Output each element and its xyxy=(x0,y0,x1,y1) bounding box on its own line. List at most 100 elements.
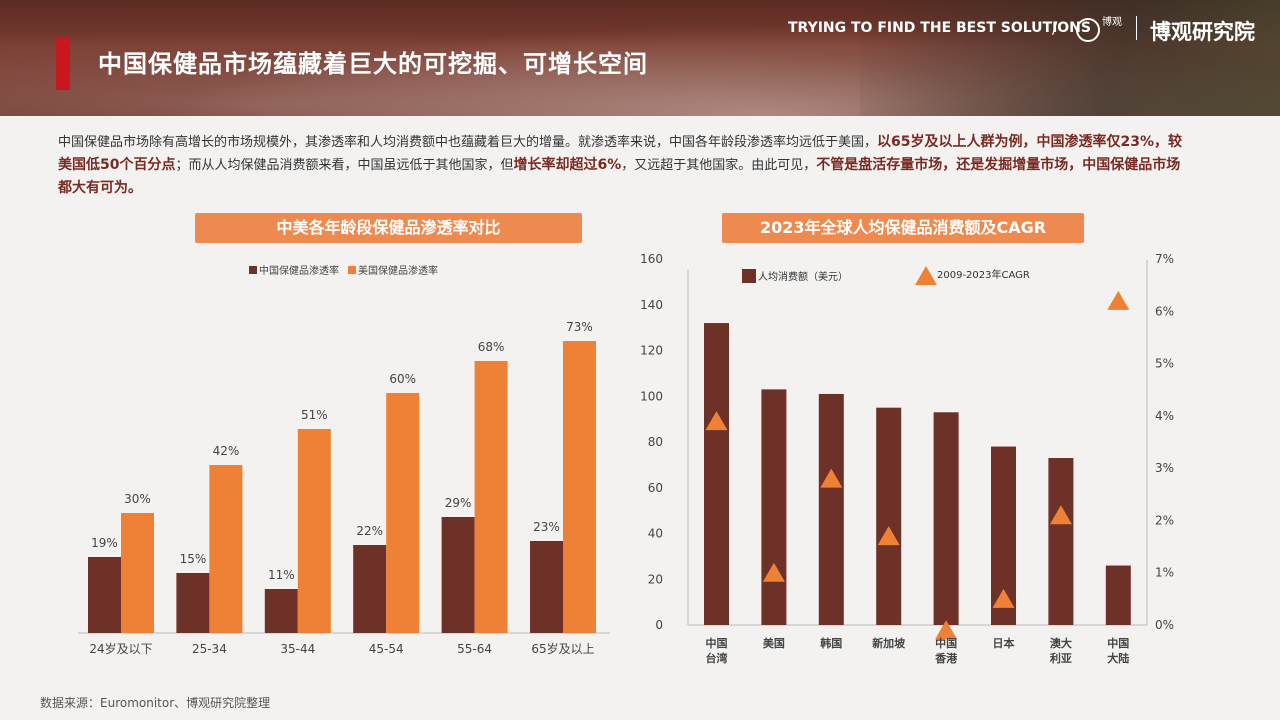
data-label: 15% xyxy=(180,552,207,566)
penetration-chart: 中国保健品渗透率 美国保健品渗透率 19% 30% 24岁及以下 15% 42% 25-34 1… xyxy=(78,264,610,656)
data-label: 23% xyxy=(533,520,560,534)
legend-swatch xyxy=(249,266,257,274)
x-tick-label: 65岁及以上 xyxy=(531,641,594,656)
intro-bold-2: 增长率却超过6% xyxy=(513,157,622,173)
cagr-marker xyxy=(1107,290,1130,310)
data-label: 60% xyxy=(389,372,416,386)
title-accent-bar xyxy=(56,38,70,90)
y-right-tick-label: 4% xyxy=(1155,409,1174,423)
bar xyxy=(297,429,331,633)
cagr-marker xyxy=(877,526,900,546)
x-tick-label: 中国 xyxy=(1107,636,1129,650)
y-left-tick-label: 40 xyxy=(648,527,663,541)
bar xyxy=(933,412,959,625)
logo-icon xyxy=(1076,18,1100,42)
y-right-tick-label: 1% xyxy=(1155,566,1174,580)
legend-label: 2009-2023年CAGR xyxy=(937,268,1030,281)
bar xyxy=(209,465,243,633)
legend-label: 人均消费额（美元） xyxy=(758,270,848,283)
data-label: 29% xyxy=(445,496,472,510)
y-left-tick-label: 60 xyxy=(648,481,663,495)
cagr-marker xyxy=(762,562,785,582)
cagr-marker xyxy=(1049,505,1072,525)
legend-swatch xyxy=(348,266,356,274)
x-tick-label: 35-44 xyxy=(280,642,315,656)
bar xyxy=(88,557,121,633)
bar xyxy=(176,573,210,633)
y-left-tick-label: 80 xyxy=(648,435,663,449)
y-right-tick-label: 2% xyxy=(1155,513,1174,527)
bar xyxy=(761,389,787,625)
y-left-tick-label: 120 xyxy=(640,344,663,358)
bar xyxy=(264,589,298,633)
intro-bold-1: 以65岁及以上人群为例，中国渗透率仅23%，较美国低50个百分点 xyxy=(58,134,1183,173)
x-tick-label: 大陆 xyxy=(1107,651,1129,665)
y-left-tick-label: 100 xyxy=(640,389,663,403)
tagline: TRYING TO FIND THE BEST SOLUTIONS xyxy=(788,20,1091,36)
legend-triangle xyxy=(915,266,937,285)
y-right-tick-label: 7% xyxy=(1155,252,1174,266)
brand-name: 博观研究院 xyxy=(1150,19,1255,44)
legend-swatch xyxy=(742,269,756,283)
logo-mark: 博观 xyxy=(1102,17,1122,28)
bar xyxy=(474,361,508,633)
y-left-tick-label: 20 xyxy=(648,572,663,586)
y-right-tick-label: 5% xyxy=(1155,357,1174,371)
cagr-marker xyxy=(992,588,1015,608)
x-tick-label: 台湾 xyxy=(706,651,728,665)
logo-divider xyxy=(1136,16,1137,40)
x-tick-label: 美国 xyxy=(763,636,785,650)
bar xyxy=(386,393,420,633)
x-tick-label: 55-64 xyxy=(457,642,492,656)
cagr-marker xyxy=(935,620,958,640)
x-tick-label: 韩国 xyxy=(820,636,842,650)
page-title: 中国保健品市场蕴藏着巨大的可挖掘、可增长空间 xyxy=(98,50,648,78)
y-right-tick-label: 0% xyxy=(1155,618,1174,632)
bar xyxy=(441,517,475,633)
data-label: 11% xyxy=(268,568,295,582)
intro-paragraph: 中国保健品市场除有高增长的市场规模外，其渗透率和人均消费额中也蕴藏着巨大的增量。… xyxy=(58,131,1188,200)
bar xyxy=(876,407,902,625)
x-tick-label: 日本 xyxy=(993,636,1015,650)
y-left-tick-label: 140 xyxy=(640,298,663,312)
tagline-separator: / xyxy=(1052,18,1058,37)
intro-text-3: ，又远超于其他国家。由此可见， xyxy=(621,158,817,173)
bar xyxy=(1048,458,1074,625)
source-note: 数据来源：Euromonitor、博观研究院整理 xyxy=(40,696,271,710)
header-banner xyxy=(0,0,1280,116)
bar xyxy=(563,341,596,633)
x-tick-label: 利亚 xyxy=(1050,651,1072,665)
y-right-tick-label: 3% xyxy=(1155,461,1174,475)
right-chart-title: 2023年全球人均保健品消费额及CAGR xyxy=(722,213,1084,243)
cagr-marker xyxy=(705,411,728,431)
x-tick-label: 中国 xyxy=(706,636,728,650)
banner-mountain xyxy=(860,0,1280,116)
intro-text-2: ；而从人均保健品消费额来看，中国虽远低于其他国家，但 xyxy=(175,158,514,173)
data-label: 30% xyxy=(124,492,151,506)
x-tick-label: 澳大 xyxy=(1050,636,1072,650)
data-label: 73% xyxy=(566,320,593,334)
left-chart-title: 中美各年龄段保健品渗透率对比 xyxy=(195,213,582,243)
bar xyxy=(818,393,844,625)
y-right-tick-label: 6% xyxy=(1155,304,1174,318)
legend-label: 美国保健品渗透率 xyxy=(358,264,438,277)
x-tick-label: 中国 xyxy=(935,636,957,650)
x-tick-label: 24岁及以下 xyxy=(89,641,152,656)
data-label: 19% xyxy=(91,536,118,550)
x-tick-label: 25-34 xyxy=(192,642,227,656)
bar xyxy=(353,545,387,633)
cagr-marker xyxy=(820,468,843,488)
bar xyxy=(530,541,563,633)
consumption-chart: 0 20 40 60 80 100 120 140 160 0% 1% 2% 3% 4% 5% 6% 7% 人均消… xyxy=(640,252,1174,665)
data-label: 51% xyxy=(301,408,328,422)
data-label: 22% xyxy=(356,524,383,538)
x-tick-label: 45-54 xyxy=(369,642,404,656)
bar xyxy=(1105,565,1131,625)
x-tick-label: 香港 xyxy=(934,651,958,665)
data-label: 68% xyxy=(478,340,505,354)
x-tick-label: 新加坡 xyxy=(872,636,906,650)
y-left-tick-label: 160 xyxy=(640,252,663,266)
y-left-tick-label: 0 xyxy=(655,618,663,632)
legend-label: 中国保健品渗透率 xyxy=(259,264,339,277)
bar xyxy=(704,323,729,625)
